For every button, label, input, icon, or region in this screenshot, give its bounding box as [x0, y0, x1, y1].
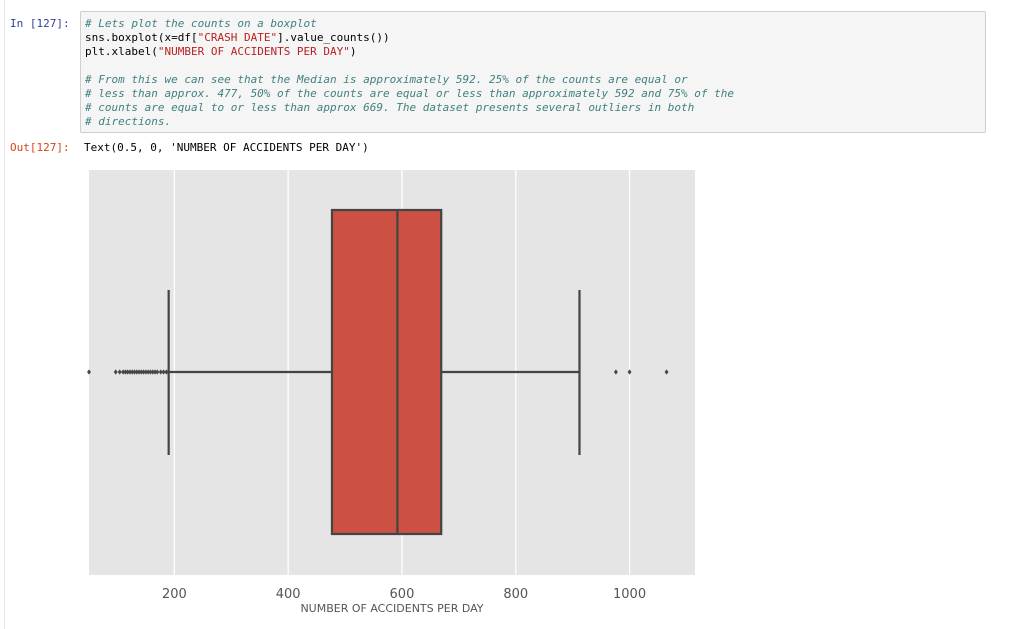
code-line: plt.xlabel("NUMBER OF ACCIDENTS PER DAY"… — [85, 45, 985, 59]
outlier-point — [117, 369, 122, 375]
outlier-point — [627, 369, 632, 375]
code-line — [85, 59, 985, 73]
code-comment: # directions. — [85, 115, 172, 128]
outlier-point — [153, 369, 157, 375]
code-string: "CRASH DATE" — [197, 31, 278, 44]
boxplot-chart: 200 400 600 800 1000 NUMBER OF ACCIDENTS PER … — [87, 170, 695, 615]
outlier-point — [125, 369, 130, 375]
outlier-point — [164, 369, 169, 375]
boxplot-figure: 200 400 600 800 1000 NUMBER OF ACCIDENTS PER … — [80, 160, 720, 629]
x-tick-label: 1000 — [613, 587, 646, 602]
outlier-point — [148, 369, 153, 375]
code-comment: # less than approx. 477, 50% of the coun… — [85, 87, 735, 100]
code-line: sns.boxplot(x=df["CRASH DATE"].value_cou… — [85, 31, 985, 45]
code-token: sns.boxplot(x=df[ — [85, 31, 198, 44]
code-line: # less than approx. 477, 50% of the coun… — [85, 87, 985, 101]
outlier-point — [150, 369, 155, 375]
outlier-point — [161, 369, 166, 375]
outlier-point — [132, 369, 137, 375]
code-string: "NUMBER OF ACCIDENTS PER DAY" — [157, 45, 350, 58]
output-prompt: Out[127]: — [10, 141, 70, 154]
code-input-area[interactable]: # Lets plot the counts on a boxplot sns.b… — [80, 11, 986, 133]
outlier-point — [123, 369, 128, 375]
code-comment: # Lets plot the counts on a boxplot — [85, 17, 317, 30]
outlier-point — [134, 369, 139, 375]
code-line: # counts are equal to or less than appro… — [85, 101, 985, 115]
outlier-point — [141, 369, 146, 375]
code-token: ) — [349, 45, 357, 58]
outlier-point — [128, 369, 132, 375]
code-token: plt.xlabel( — [85, 45, 158, 58]
outlier-point — [130, 369, 135, 375]
code-comment: # counts are equal to or less than appro… — [85, 101, 695, 114]
outlier-point — [87, 369, 91, 375]
code-line: # directions. — [85, 115, 985, 129]
outlier-point — [146, 369, 151, 375]
code-line: # From this we can see that the Median i… — [85, 73, 985, 87]
outlier-point — [139, 369, 144, 375]
outlier-point — [121, 369, 126, 375]
outlier-point — [137, 369, 142, 375]
output-text: Text(0.5, 0, 'NUMBER OF ACCIDENTS PER DA… — [84, 141, 369, 154]
code-line: # Lets plot the counts on a boxplot — [85, 17, 985, 31]
outlier-point — [155, 369, 160, 375]
input-prompt: In [127]: — [10, 17, 70, 30]
code-token: ].value_counts()) — [277, 31, 390, 44]
outlier-point — [664, 369, 669, 375]
x-tick-label: 400 — [276, 587, 301, 602]
code-comment: # From this we can see that the Median i… — [85, 73, 688, 86]
x-tick-label: 600 — [390, 587, 415, 602]
iqr-box — [330, 208, 443, 536]
outlier-point — [143, 369, 148, 375]
x-tick-label: 200 — [162, 587, 187, 602]
outlier-point — [113, 369, 118, 375]
outlier-point — [158, 369, 163, 375]
x-axis-label: NUMBER OF ACCIDENTS PER DAY — [300, 602, 483, 615]
cell-left-border — [4, 0, 5, 629]
outlier-point — [613, 369, 618, 375]
x-tick-label: 800 — [503, 587, 528, 602]
